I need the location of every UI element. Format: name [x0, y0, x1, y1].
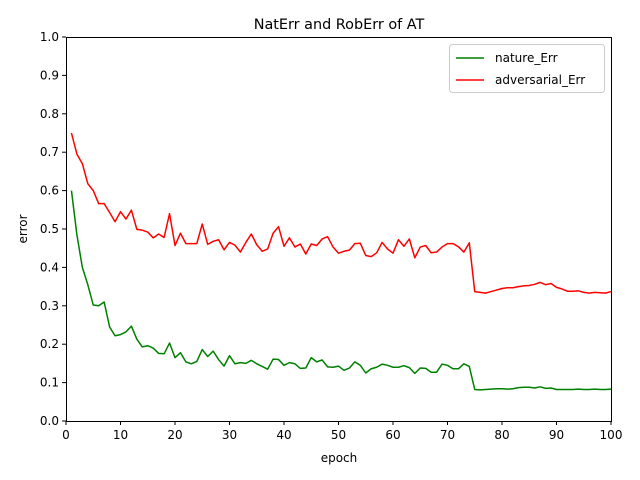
y-tick-label: 0.4	[40, 260, 59, 274]
y-tick-label: 1.0	[40, 30, 59, 44]
y-axis-label: error	[16, 214, 30, 243]
x-tick-label: 10	[113, 428, 128, 442]
x-tick-label: 0	[62, 428, 70, 442]
y-tick-label: 0.1	[40, 376, 59, 390]
series-line-adversarial_Err	[70, 132, 612, 294]
y-tick-label: 0.7	[40, 145, 59, 159]
y-tick-label: 0.5	[40, 222, 59, 236]
legend-label: adversarial_Err	[495, 73, 585, 87]
series-line-nature_Err	[70, 190, 612, 391]
x-axis-label: epoch	[321, 451, 358, 465]
y-axis: 0.0 0.1 0.2 0.3 0.4 0.5 0.6 0.7 0.8 0.9 1.0	[40, 30, 66, 428]
x-tick-label: 100	[600, 428, 623, 442]
legend-box	[449, 44, 605, 93]
y-tick-label: 0.2	[40, 337, 59, 351]
y-tick-label: 0.0	[40, 414, 59, 428]
legend: nature_Err adversarial_Err	[449, 44, 605, 93]
y-tick-label: 0.6	[40, 184, 59, 198]
x-tick-label: 80	[494, 428, 509, 442]
y-tick-label: 0.8	[40, 107, 59, 121]
x-tick-label: 70	[440, 428, 455, 442]
x-axis: 0 10 20 30 40 50 60 70 80 90 100	[62, 421, 622, 442]
y-tick-label: 0.3	[40, 299, 59, 313]
x-tick-label: 30	[222, 428, 237, 442]
x-tick-label: 50	[331, 428, 346, 442]
x-tick-label: 20	[167, 428, 182, 442]
plot-area-frame	[66, 37, 612, 422]
plot-lines	[70, 132, 612, 391]
chart-title: NatErr and RobErr of AT	[254, 17, 425, 33]
x-tick-label: 90	[549, 428, 564, 442]
x-tick-label: 60	[385, 428, 400, 442]
x-tick-label: 40	[276, 428, 291, 442]
legend-label: nature_Err	[495, 51, 558, 65]
y-tick-label: 0.9	[40, 68, 59, 82]
